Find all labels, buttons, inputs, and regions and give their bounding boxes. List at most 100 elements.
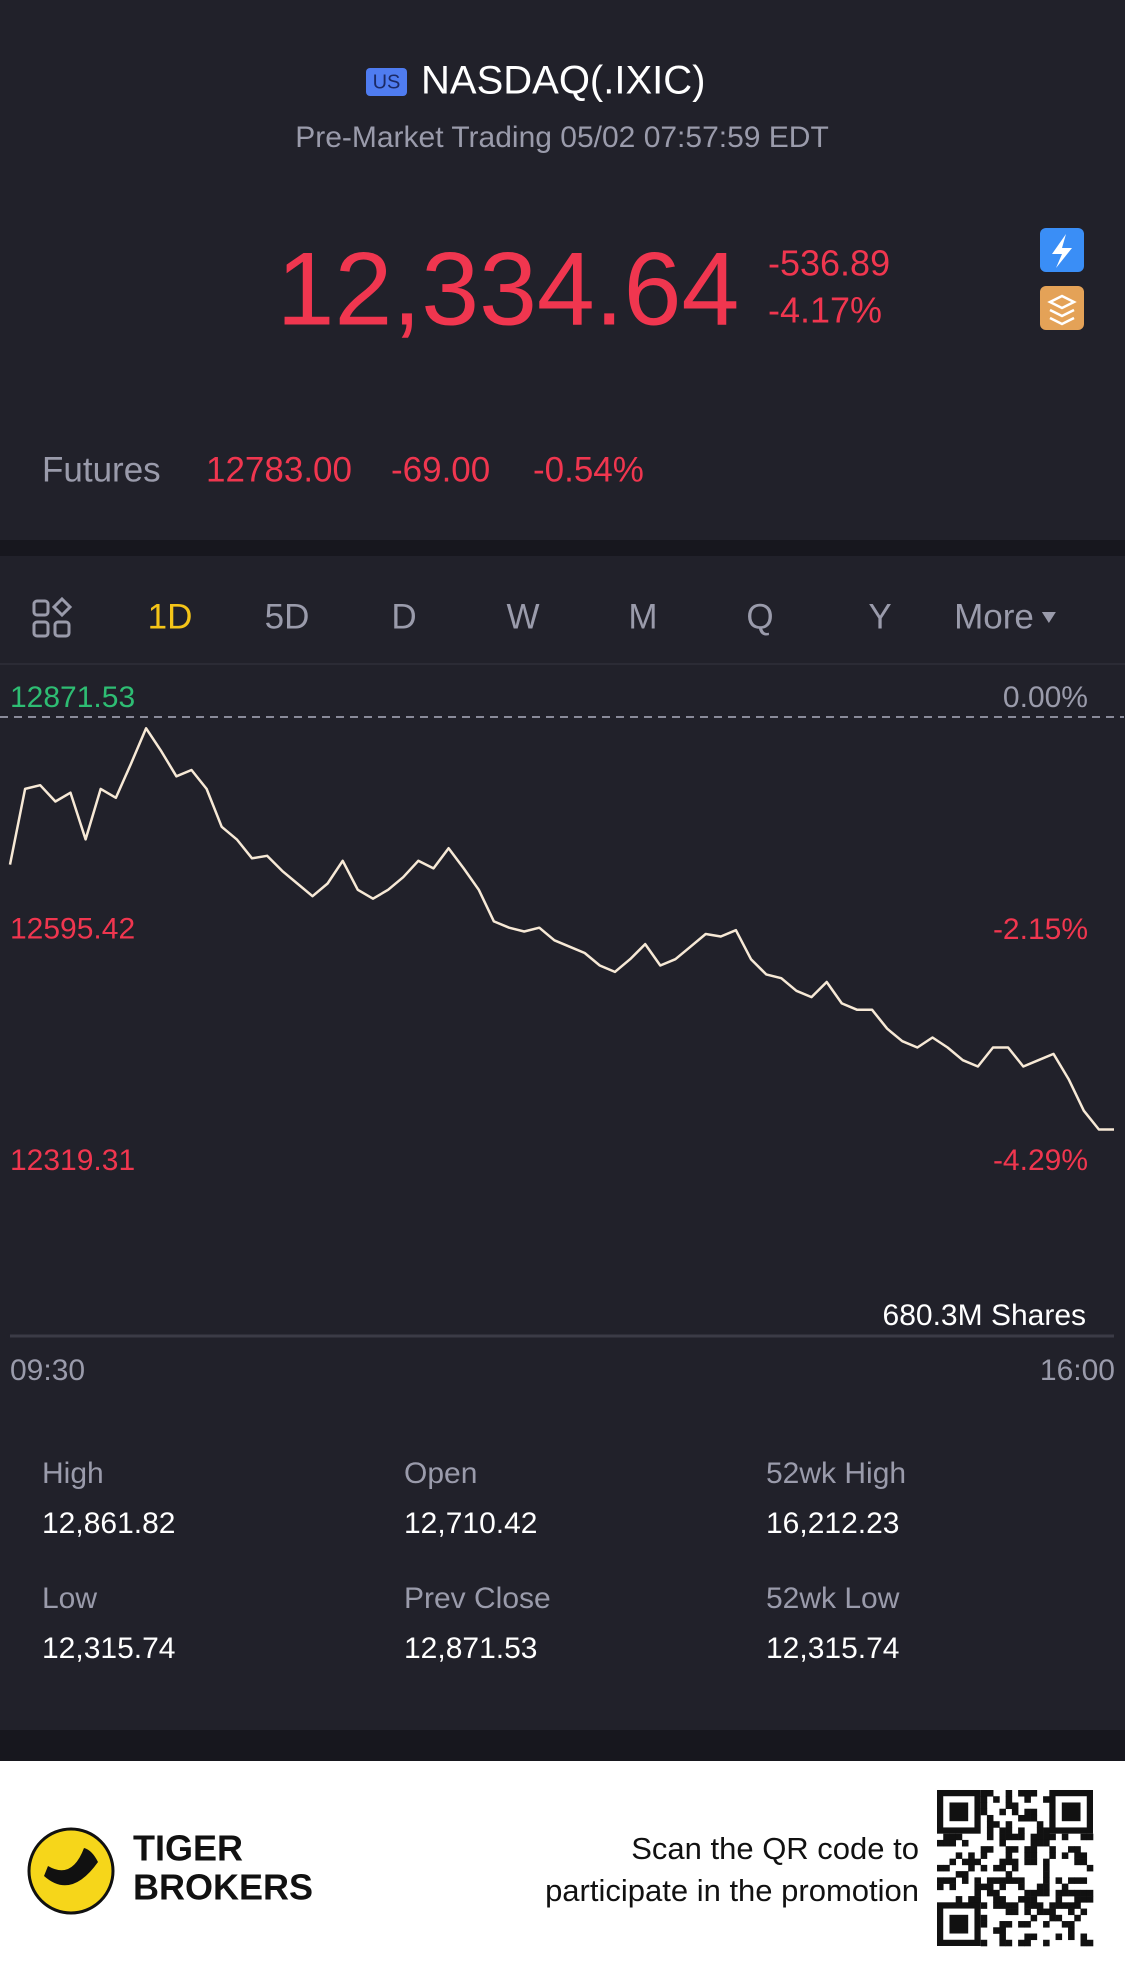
stat-label: 52wk Low	[766, 1582, 900, 1615]
tab[interactable]: Y	[868, 597, 891, 636]
qr-module	[943, 1833, 950, 1841]
qr-finder	[1061, 1802, 1081, 1822]
promo-text: Scan the QR code to	[631, 1831, 919, 1866]
qr-module	[1043, 1864, 1050, 1872]
qr-module	[1024, 1852, 1031, 1859]
qr-module	[1005, 1902, 1013, 1909]
qr-module	[1036, 1889, 1044, 1897]
tab[interactable]: Q	[746, 597, 773, 636]
qr-code	[936, 1789, 1094, 1947]
qr-module	[1030, 1902, 1038, 1909]
layer-glyph	[1047, 294, 1077, 326]
tab[interactable]: D	[391, 597, 416, 636]
qr-module	[968, 1852, 975, 1859]
qr-module	[1024, 1939, 1031, 1947]
qr-module	[1005, 1827, 1013, 1834]
qr-module	[993, 1821, 1000, 1828]
stat-value: 12,315.74	[42, 1632, 175, 1665]
qr-module	[1086, 1939, 1094, 1947]
qr-module	[993, 1796, 1000, 1803]
qr-module	[1055, 1877, 1063, 1884]
flash-glyph	[1052, 234, 1072, 268]
qr-module	[1018, 1827, 1025, 1834]
qr-module	[961, 1839, 969, 1847]
qr-module	[1043, 1908, 1050, 1916]
qr-module	[1068, 1846, 1075, 1853]
qr-module	[968, 1864, 975, 1872]
tab[interactable]: More	[954, 597, 1034, 636]
qr-module	[1018, 1939, 1025, 1947]
qr-module	[980, 1846, 988, 1853]
qr-module	[1011, 1902, 1019, 1909]
qr-module	[980, 1802, 988, 1810]
qr-module	[1043, 1883, 1050, 1891]
y-tick-label: 12871.53	[10, 681, 135, 714]
qr-module	[986, 1821, 994, 1828]
qr-module	[999, 1896, 1006, 1903]
qr-module	[1068, 1889, 1075, 1897]
qr-module	[986, 1846, 994, 1853]
qr-module	[1049, 1846, 1056, 1853]
qr-module	[999, 1833, 1006, 1841]
qr-module	[980, 1921, 988, 1928]
qr-module	[1080, 1939, 1088, 1947]
qr-module	[974, 1877, 981, 1884]
qr-module	[1074, 1852, 1081, 1859]
qr-module	[1036, 1839, 1044, 1847]
stat-value: 12,861.82	[42, 1507, 175, 1540]
qr-module	[949, 1833, 957, 1841]
qr-module	[1011, 1908, 1019, 1916]
qr-module	[1068, 1902, 1075, 1909]
stat-value: 12,315.74	[766, 1632, 899, 1665]
qr-module	[1005, 1833, 1013, 1841]
qr-module	[968, 1858, 975, 1866]
qr-module	[1030, 1846, 1038, 1853]
subtitle: Pre-Market Trading 05/02 07:57:59 EDT	[295, 121, 829, 154]
qr-finder	[936, 1902, 981, 1946]
qr-module	[1055, 1933, 1063, 1941]
qr-module	[1011, 1833, 1019, 1841]
qr-module	[1080, 1908, 1088, 1916]
qr-module	[999, 1864, 1006, 1872]
separator	[0, 1730, 1125, 1761]
layout-icon[interactable]	[32, 596, 73, 638]
qr-module	[1005, 1790, 1013, 1797]
tab[interactable]: W	[506, 597, 539, 636]
qr-module	[1024, 1921, 1031, 1928]
qr-module	[1061, 1921, 1069, 1928]
qr-module	[949, 1877, 957, 1884]
qr-module	[1024, 1908, 1031, 1916]
qr-module	[943, 1877, 950, 1884]
qr-module	[1030, 1839, 1038, 1847]
qr-module	[1074, 1846, 1081, 1853]
qr-module	[974, 1889, 981, 1897]
qr-module	[999, 1858, 1006, 1866]
qr-module	[1080, 1933, 1088, 1941]
qr-module	[986, 1883, 994, 1891]
tab[interactable]: 1D	[148, 597, 193, 636]
futures-price: 12783.00	[206, 450, 352, 489]
qr-module	[986, 1814, 994, 1822]
tab[interactable]: 5D	[265, 597, 310, 636]
qr-finder	[949, 1914, 969, 1934]
qr-module	[1061, 1902, 1069, 1909]
qr-module	[955, 1871, 963, 1878]
qr-module	[1043, 1871, 1050, 1878]
qr-module	[1055, 1902, 1063, 1909]
qr-module	[993, 1864, 1000, 1872]
qr-module	[1018, 1877, 1025, 1884]
qr-module	[1024, 1896, 1031, 1903]
qr-module	[955, 1833, 963, 1841]
qr-module	[1011, 1864, 1019, 1872]
qr-module	[1049, 1908, 1056, 1916]
badge-bg	[366, 68, 407, 96]
brand: TIGER	[133, 1828, 243, 1869]
qr-module	[993, 1896, 1000, 1903]
tab[interactable]: M	[628, 597, 657, 636]
qr-module	[993, 1902, 1000, 1909]
qr-module	[1030, 1914, 1038, 1922]
stat-value: 12,871.53	[404, 1632, 537, 1665]
y2-tick-label: -4.29%	[993, 1144, 1088, 1177]
qr-module	[949, 1858, 957, 1866]
qr-module	[1036, 1908, 1044, 1916]
